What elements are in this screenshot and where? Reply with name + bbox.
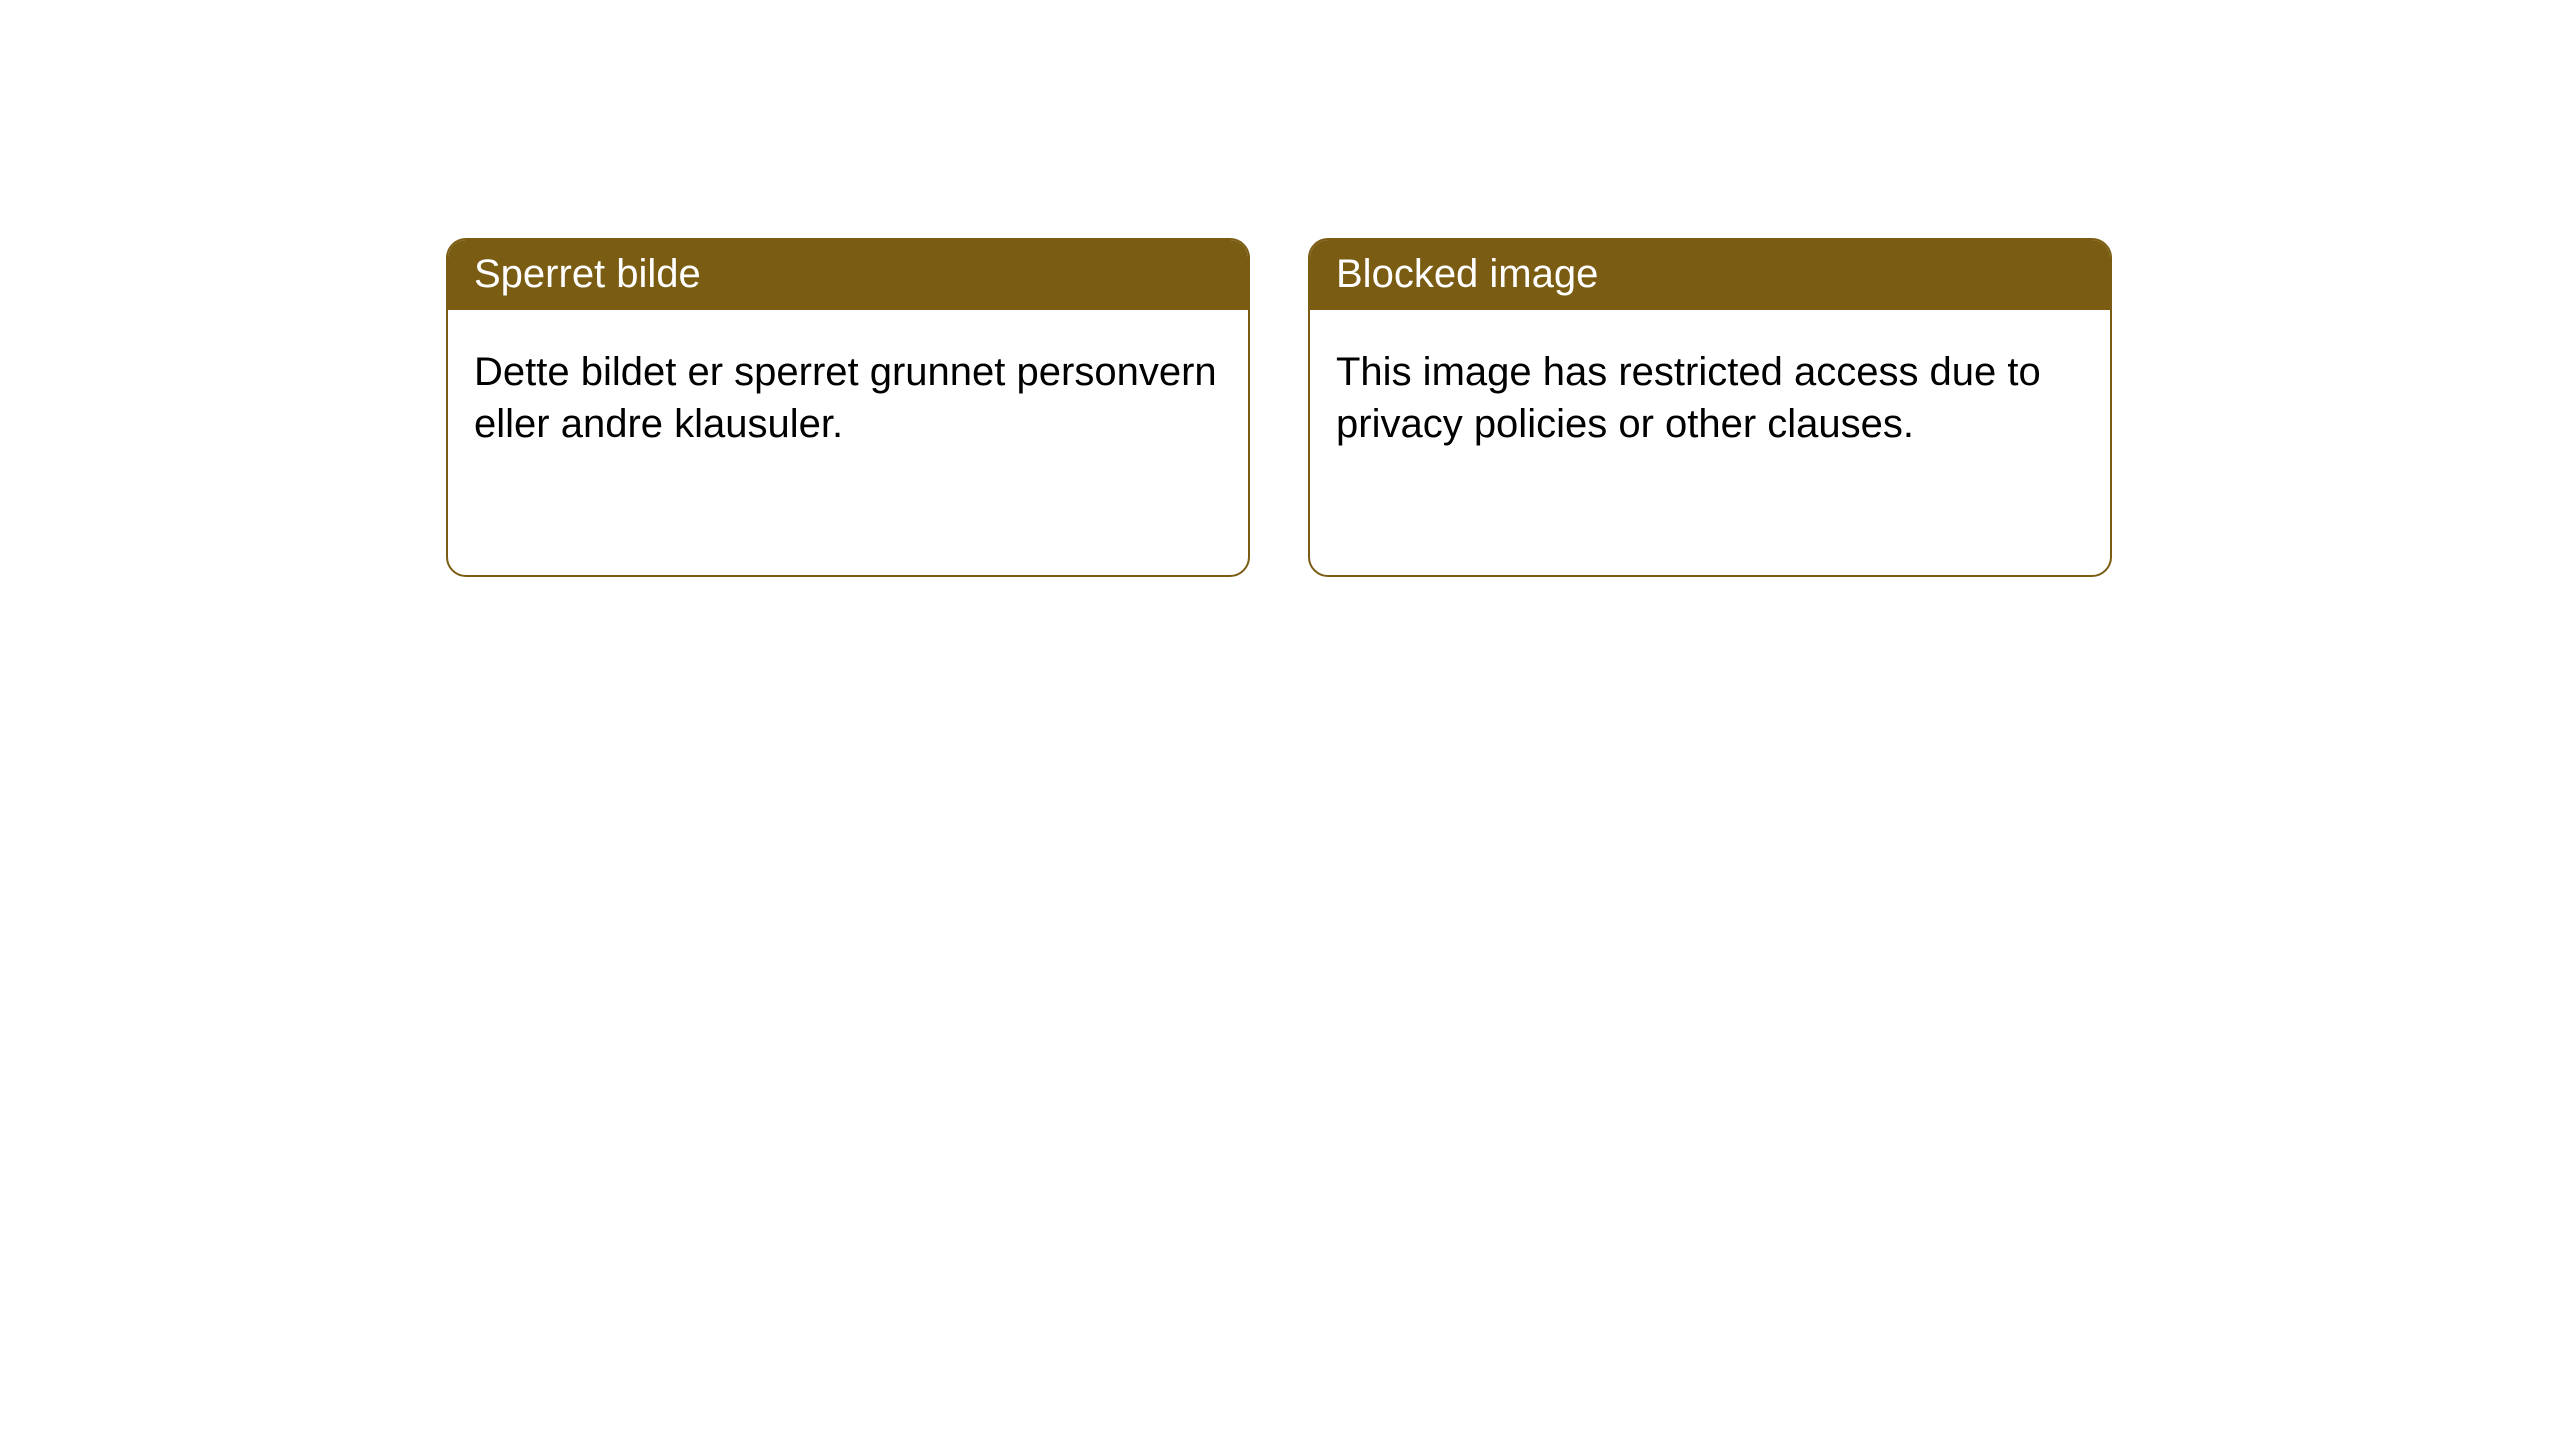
notice-card-body: This image has restricted access due to … xyxy=(1310,310,2110,450)
notice-card-title: Blocked image xyxy=(1336,252,1598,296)
notice-card-body-text: This image has restricted access due to … xyxy=(1336,350,2041,446)
notice-card-body-text: Dette bildet er sperret grunnet personve… xyxy=(474,350,1217,446)
notice-cards-row: Sperret bilde Dette bildet er sperret gr… xyxy=(446,238,2112,577)
notice-card-no: Sperret bilde Dette bildet er sperret gr… xyxy=(446,238,1250,577)
notice-card-body: Dette bildet er sperret grunnet personve… xyxy=(448,310,1248,450)
notice-card-title: Sperret bilde xyxy=(474,252,701,296)
notice-card-header: Blocked image xyxy=(1310,240,2110,310)
page-root: Sperret bilde Dette bildet er sperret gr… xyxy=(0,0,2560,1440)
notice-card-en: Blocked image This image has restricted … xyxy=(1308,238,2112,577)
notice-card-header: Sperret bilde xyxy=(448,240,1248,310)
